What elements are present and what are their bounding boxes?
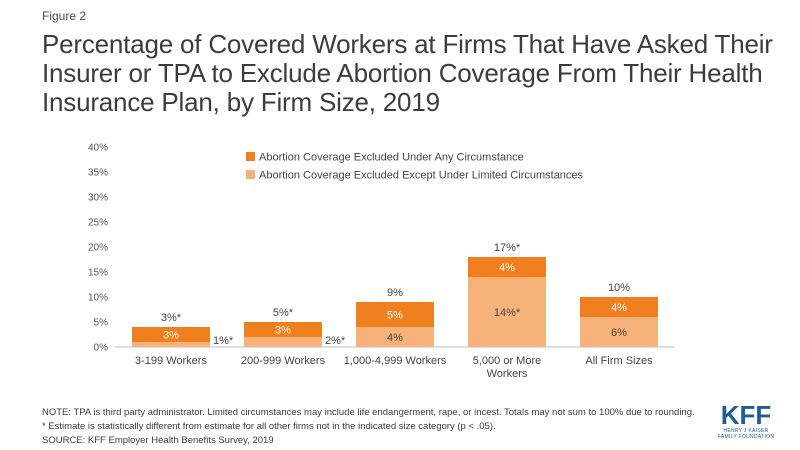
bar-segment-limited [244,337,322,347]
bar-segment-limited [132,342,210,347]
legend-label: Abortion Coverage Excluded Under Any Cir… [259,152,524,164]
data-label-limited: 14%* [494,307,521,319]
data-label-limited: 1%* [213,335,234,347]
x-tick-label: Workers [487,368,528,380]
kff-logo: KFF HENRY J KAISER FAMILY FOUNDATION [716,402,776,440]
x-tick-label: 200-999 Workers [241,355,326,367]
legend-swatch [246,170,255,179]
total-label: 5%* [273,307,294,319]
data-label-limited: 2%* [325,335,346,347]
x-tick-label: 1,000-4,999 Workers [344,355,447,367]
x-tick-label: All Firm Sizes [585,355,653,367]
chart-notes: NOTE: TPA is third party administrator. … [42,406,695,448]
bar-segment-any [244,322,322,337]
y-tick-label: 10% [88,293,108,304]
logo-text: KFF [720,400,772,430]
data-label-limited: 6% [611,327,627,339]
data-label-any: 4% [611,302,627,314]
data-label-limited: 4% [387,332,403,344]
bar-segment-any [580,297,658,317]
bar-segment-any [132,327,210,342]
data-label-any: 3% [163,330,179,342]
y-tick-label: 0% [94,343,109,354]
y-tick-label: 20% [88,243,108,254]
legend-swatch [246,152,255,161]
bar-segment-any [356,302,434,327]
data-label-any: 3% [275,325,291,337]
y-tick-label: 35% [88,168,108,179]
x-tick-label: 5,000 or More [473,355,541,367]
logo-line-1: HENRY J KAISER [723,428,769,434]
y-tick-label: 15% [88,268,108,279]
y-tick-label: 30% [88,193,108,204]
y-tick-label: 25% [88,218,108,229]
legend-label: Abortion Coverage Excluded Except Under … [259,170,584,182]
bar-segment-limited [356,327,434,347]
y-tick-label: 40% [88,143,108,154]
estimate-note: * Estimate is statistically different fr… [42,421,496,432]
logo-line-2: FAMILY FOUNDATION [717,434,775,440]
chart-title: Percentage of Covered Workers at Firms T… [42,29,773,117]
bar-segment-limited [580,317,658,347]
x-tick-label: 3-199 Workers [135,355,207,367]
total-label: 3%* [161,312,182,324]
note-text: NOTE: TPA is third party administrator. … [42,407,695,418]
bar-segment-any [468,257,546,277]
source-text: SOURCE: KFF Employer Health Benefits Sur… [42,435,274,446]
data-label-any: 5% [387,310,403,322]
total-label: 9% [387,287,403,299]
bar-segment-limited [468,277,546,347]
figure-label: Figure 2 [42,9,87,23]
total-label: 17%* [494,242,521,254]
y-tick-label: 5% [94,318,109,329]
total-label: 10% [608,282,630,294]
data-label-any: 4% [499,262,515,274]
